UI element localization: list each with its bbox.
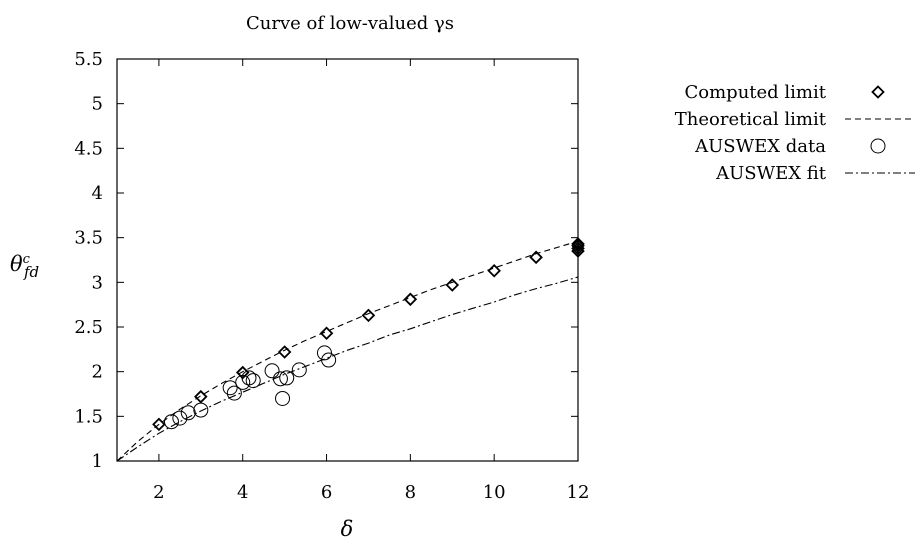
data-point-diamond: [487, 263, 501, 278]
y-tick-label: 3.5: [74, 228, 103, 249]
plot-area: [116, 237, 585, 462]
legend-label: Theoretical limit: [675, 109, 827, 130]
y-tick-label: 4: [92, 183, 103, 204]
y-axis-label: θc fd: [10, 252, 39, 281]
data-point-circle: [241, 370, 257, 386]
y-axis-label-sup: c: [23, 252, 31, 267]
legend-label: AUSWEX data: [694, 136, 826, 157]
axis-ticks: 2 4 6 8 10 12 1 1.5 2 2.5 3 3.5 4 4.5 5 5.5: [74, 49, 589, 503]
legend-label: AUSWEX fit: [715, 163, 827, 184]
x-tick-label: 6: [321, 482, 332, 503]
data-point-diamond: [277, 345, 292, 359]
y-tick-label: 2.5: [74, 317, 103, 338]
data-point-circle: [264, 363, 280, 379]
x-tick-label: 4: [237, 482, 248, 503]
legend-marker-diamond: [871, 85, 885, 99]
data-point-diamond: [361, 308, 376, 323]
y-axis-label-sub: fd: [23, 263, 39, 281]
data-point-diamond: [319, 326, 334, 341]
y-tick-label: 2: [92, 362, 103, 383]
legend-label: Computed limit: [685, 82, 827, 103]
data-point-circle: [316, 345, 332, 361]
data-point-circle: [291, 362, 307, 378]
x-tick-label: 2: [153, 482, 164, 503]
data-point-circle: [272, 371, 288, 387]
chart-title: Curve of low-valued γs: [246, 13, 454, 34]
data-point-circle: [279, 370, 295, 386]
data-point-diamond: [445, 278, 460, 292]
x-tick-label: 8: [405, 482, 416, 503]
data-point-circle: [172, 410, 188, 426]
data-point-circle: [180, 405, 196, 421]
data-point-circle: [245, 373, 261, 389]
series-line-3: [116, 276, 579, 462]
y-tick-label: 5: [92, 94, 103, 115]
y-tick-label: 3: [92, 272, 103, 293]
x-axis-label: δ: [341, 517, 354, 541]
series-line-1: [116, 240, 579, 462]
data-point-diamond: [152, 417, 166, 432]
legend-marker-circle: [870, 138, 886, 154]
y-axis-label-base: θ: [10, 252, 23, 276]
data-point-diamond: [235, 365, 250, 380]
data-point-circle: [163, 414, 179, 430]
data-point-diamond: [529, 250, 543, 265]
data-point-circle: [226, 385, 242, 401]
data-point-diamond: [194, 389, 208, 404]
y-tick-label: 5.5: [74, 49, 103, 70]
x-tick-label: 10: [483, 482, 506, 503]
data-point-circle: [222, 380, 238, 396]
data-point-circle: [193, 402, 209, 418]
data-point-circle: [275, 390, 291, 406]
data-point-circle: [321, 352, 337, 368]
legend: Computed limit Theoretical limit AUSWEX da…: [675, 82, 915, 184]
data-point-diamond: [403, 292, 418, 307]
y-tick-label: 1.5: [74, 406, 103, 427]
y-tick-label: 4.5: [74, 138, 103, 159]
plot-frame: [116, 58, 579, 462]
y-tick-label: 1: [92, 451, 103, 472]
x-tick-label: 12: [567, 482, 590, 503]
